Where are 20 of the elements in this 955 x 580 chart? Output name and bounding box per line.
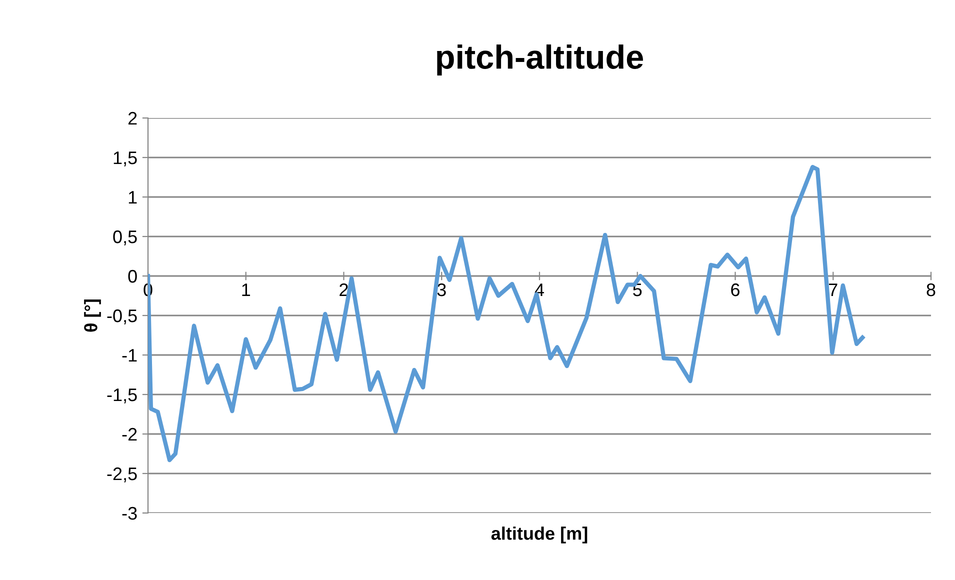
x-tick-label: 6 — [731, 283, 740, 296]
y-tick-label: 2 — [128, 112, 137, 125]
y-tick-label: -2 — [122, 428, 137, 441]
y-tick-label: -3 — [122, 506, 137, 520]
y-tick-label: -1 — [122, 349, 137, 362]
y-tick-label: -0,5 — [107, 309, 137, 324]
x-tick-label: 3 — [437, 283, 446, 296]
x-tick-label: 1 — [242, 284, 250, 296]
y-tick-label: 0,5 — [113, 230, 137, 246]
x-tick-label: 8 — [926, 283, 936, 296]
y-tick-label: -2,5 — [107, 467, 137, 482]
y-tick-label: 0 — [128, 270, 137, 283]
x-axis-title: altitude [m] — [491, 526, 588, 544]
x-tick-label: 7 — [829, 284, 838, 296]
x-tick-label: 2 — [340, 283, 348, 296]
y-tick-label: -1,5 — [107, 388, 137, 404]
y-tick-label: 1,5 — [114, 152, 137, 166]
y-axis-title: θ [°] — [84, 300, 101, 332]
chart-title: pitch-altitude — [437, 44, 643, 76]
y-tick-label: 1 — [128, 191, 137, 204]
